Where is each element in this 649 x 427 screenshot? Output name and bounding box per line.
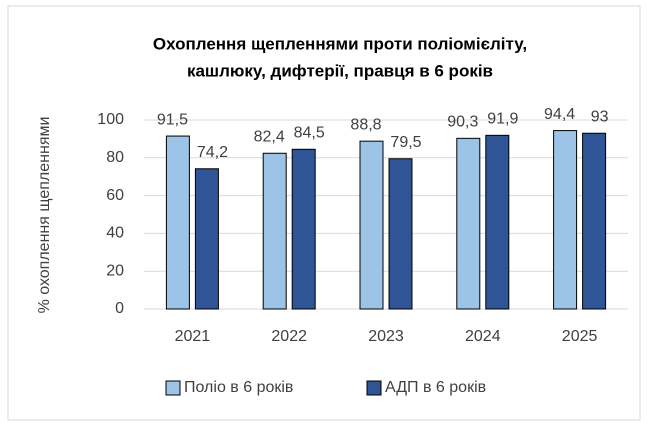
chart-title: Охоплення щепленнями проти поліомієліту, (153, 34, 527, 53)
chart-frame (7, 5, 641, 421)
value-label: 88,8 (350, 116, 381, 133)
value-label: 74,2 (197, 144, 228, 161)
x-tick-label: 2024 (465, 328, 501, 345)
legend-label: Поліо в 6 років (184, 379, 293, 396)
value-label: 90,3 (447, 114, 478, 131)
bar (359, 140, 384, 310)
value-label: 82,4 (254, 128, 285, 145)
y-tick-label: 60 (106, 187, 124, 204)
x-tick-label: 2022 (271, 328, 307, 345)
y-tick-label: 100 (97, 111, 124, 128)
bar (165, 135, 190, 310)
x-tick-label: 2021 (175, 328, 211, 345)
value-label: 91,9 (487, 111, 518, 128)
x-tick-label: 2025 (562, 328, 598, 345)
chart-title: кашлюку, дифтерії, правця в 6 років (187, 61, 493, 80)
legend-swatch (366, 380, 382, 396)
value-label: 91,5 (157, 111, 188, 128)
value-label: 94,4 (544, 106, 575, 123)
x-tick-label: 2023 (368, 328, 404, 345)
y-tick-label: 0 (115, 300, 124, 317)
legend-label: АДП в 6 років (385, 379, 486, 396)
y-axis-label: % охоплення щепленнями (36, 117, 53, 314)
value-label: 79,5 (390, 134, 421, 151)
bar (388, 158, 413, 310)
y-tick-label: 20 (106, 262, 124, 279)
value-label: 93 (591, 108, 609, 125)
bar (291, 148, 316, 310)
bar (262, 152, 287, 310)
bar (194, 168, 219, 310)
legend-swatch (165, 380, 181, 396)
bar (485, 134, 510, 310)
bar (456, 137, 481, 310)
y-tick-label: 40 (106, 225, 124, 242)
value-label: 84,5 (294, 125, 325, 142)
bar (553, 130, 578, 310)
y-tick-label: 80 (106, 149, 124, 166)
bar (582, 132, 607, 310)
